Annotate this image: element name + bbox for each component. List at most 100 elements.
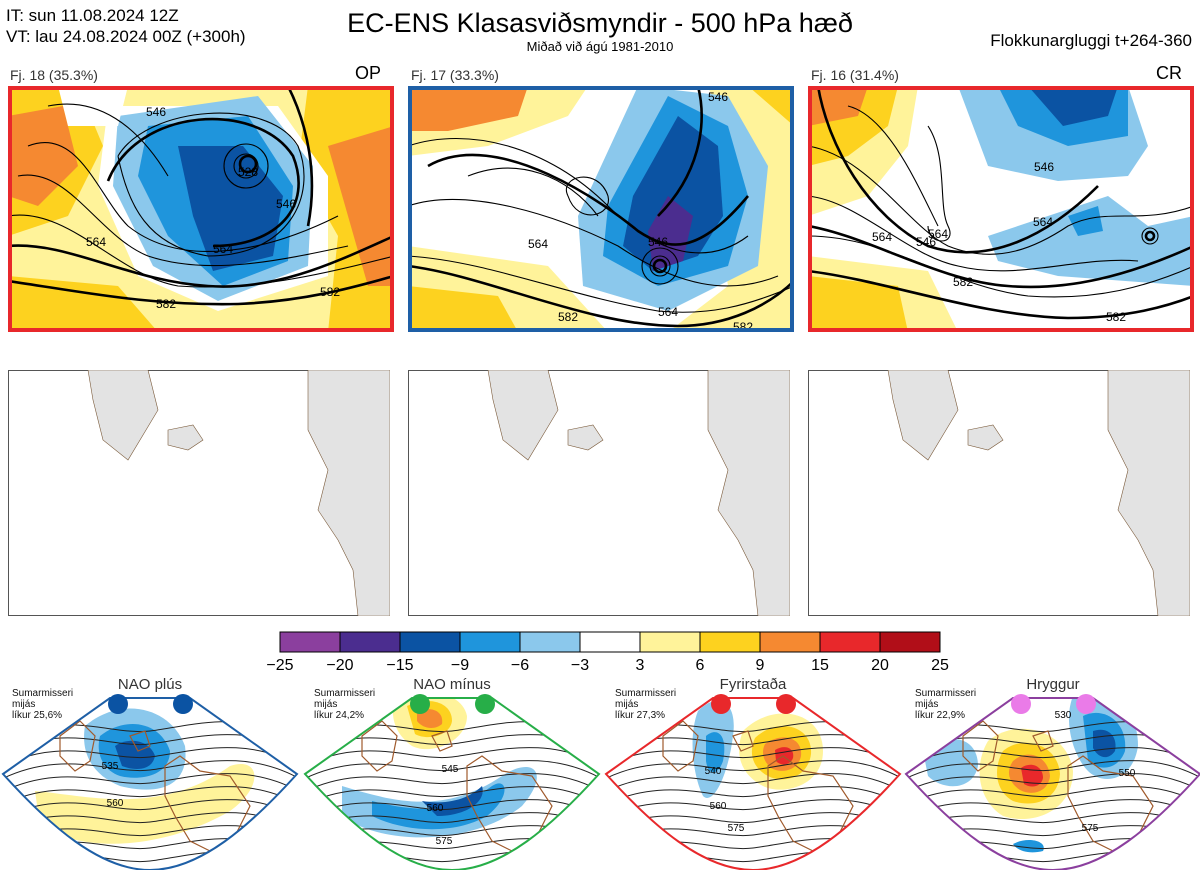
regime-frame [904,697,1200,870]
regime-panel-4[interactable]: Sumarmisseri mijás líkur 22,9% 530 550 575 Hry… [903,676,1200,870]
regime-panel-3[interactable]: Sumarmisseri mijás líkur 27,3% 540 560 575 Fyr… [603,676,903,870]
cluster-3-label: Fj. 16 (31.4%) [811,67,899,83]
colorbar-tick-label: 20 [871,657,889,674]
colorbar-swatch [339,631,401,653]
colorbar-tick-label: 3 [636,657,645,674]
cluster-1-tag: OP [355,63,382,83]
regime-marker-dot [173,694,193,714]
initial-time: IT: sun 11.08.2024 12Z [6,6,179,25]
regime-note: Sumarmisseri mijás líkur 24,2% [314,688,375,721]
contour-label: 582 [156,297,176,311]
regime-note: Sumarmisseri mijás líkur 27,3% [615,688,676,721]
contour-label: 546 [916,235,936,249]
contour-label: 560 [427,803,444,814]
regime-frame [1,697,299,870]
page-title: EC-ENS Klasasviðsmyndir - 500 hPa hæð [347,8,853,38]
cluster-3-tag: CR [1156,63,1182,83]
height-contour [606,799,900,825]
contour-label: 564 [528,237,548,251]
regime-note-line: mijás [615,699,639,710]
contour-label: 550 [1119,768,1136,779]
regime-title: NAO plús [117,676,183,693]
height-contour [305,799,599,825]
height-contour [305,786,599,812]
colorbar-tick-label: −25 [266,657,293,674]
cluster-frame [808,86,1194,332]
contour-label: 582 [558,310,578,324]
regime-marker-dot [711,694,731,714]
regime-note-line: mijás [915,699,939,710]
anomaly-shading [1013,840,1044,853]
regime-marker-dot [776,694,796,714]
height-contour [606,747,900,773]
colorbar-swatch [879,631,941,653]
height-contour [3,747,297,773]
colorbar: −25 −20 −15 −9 −6 −3 3 6 9 15 20 25 [266,631,949,674]
colorbar-swatch [819,631,881,653]
contour-label: 546 [146,105,166,119]
colorbar-swatch [699,631,761,653]
contour-label: 564 [872,230,892,244]
europe-land [707,370,790,616]
colorbar-tick-label: 9 [756,657,765,674]
europe-land [1107,370,1190,616]
greenland-land [87,370,159,461]
contour-label: 546 [708,90,728,104]
height-contour [3,786,297,812]
empty-map-2 [408,370,790,616]
contour-label: 564 [928,227,948,241]
height-contour [3,812,297,838]
regime-marker-dot [1011,694,1031,714]
regime-note: Sumarmisseri mijás líkur 25,6% [12,688,73,721]
header-info: IT: sun 11.08.2024 12Z VT: lau 24.08.202… [6,5,246,47]
contour-label: 575 [1082,823,1099,834]
colorbar-tick-label: 25 [931,657,949,674]
iceland-land [567,424,604,451]
height-contour [906,812,1200,838]
page-subtitle: Miðað við ágú 1981-2010 [526,39,674,54]
colorbar-swatch [519,631,581,653]
regime-panel-1[interactable]: Sumarmisseri mijás líkur 25,6% 535 560 NAO pl… [0,676,300,870]
cluster-map-2[interactable]: 564 546 546 564 582 582 [408,86,794,332]
height-contour [606,812,900,838]
colorbar-swatch [399,631,461,653]
cluster-1-label: Fj. 18 (35.3%) [10,67,98,83]
contour-label: 582 [1106,310,1126,324]
height-contour [305,773,599,799]
greenland-land [887,370,959,461]
cluster-map-3[interactable]: 564 546 564 546 564 582 582 [808,86,1194,332]
classification-window: Flokkunargluggi t+264-360 [990,31,1192,50]
europe-land [307,370,390,616]
cluster-frame [8,86,394,332]
height-contour [906,773,1200,799]
contour-label: 545 [442,764,459,775]
regime-note-line: líkur 25,6% [12,710,63,721]
contour-label: 582 [320,285,340,299]
regime-note-line: Sumarmisseri [314,688,376,699]
contour-label: 575 [728,823,745,834]
greenland-land [487,370,559,461]
regime-note-line: mijás [314,699,338,710]
contour-label: 560 [107,798,124,809]
contour-label: 564 [86,235,106,249]
height-contour [305,812,599,838]
cluster-map-1[interactable]: 528 546 546 564 564 582 582 [8,86,394,332]
cluster-2-label: Fj. 17 (33.3%) [411,67,499,83]
contour-label: 546 [1034,160,1054,174]
regime-marker-dot [108,694,128,714]
contour-label: 535 [102,761,119,772]
valid-time: VT: lau 24.08.2024 00Z (+300h) [6,27,246,46]
regime-note-line: Sumarmisseri [915,688,977,699]
colorbar-tick-label: −20 [326,657,353,674]
contour-label: 564 [213,242,233,256]
regime-panel-2[interactable]: Sumarmisseri mijás líkur 24,2% 545 560 575 NAO… [302,676,602,870]
regime-note-line: líkur 22,9% [915,710,966,721]
regime-note-line: mijás [12,699,36,710]
regime-map: 545 560 575 [303,694,601,870]
colorbar-swatch [639,631,701,653]
contour-label: 540 [705,766,722,777]
regime-marker-dot [1076,694,1096,714]
height-contour [906,786,1200,812]
contour-label: 546 [276,197,296,211]
